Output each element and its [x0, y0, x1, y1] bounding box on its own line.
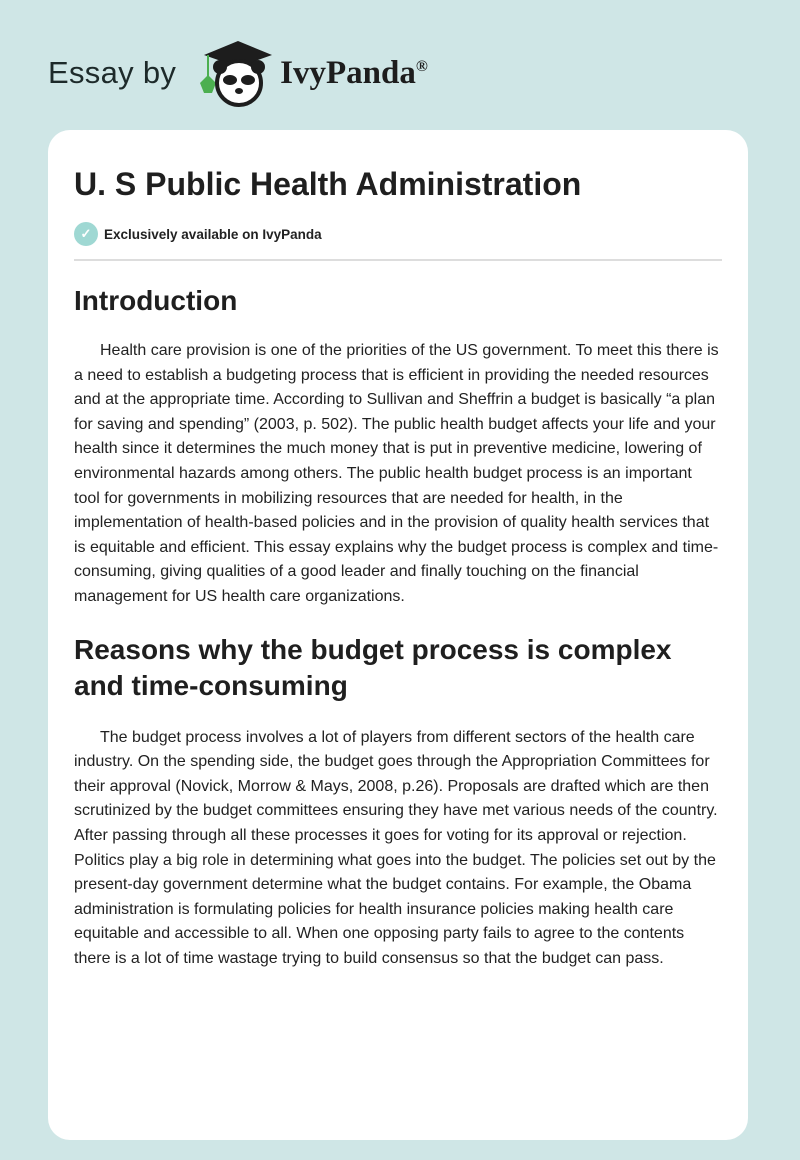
- badge-label: Exclusively available on IvyPanda: [104, 226, 322, 242]
- section-paragraph: The budget process involves a lot of pla…: [74, 728, 718, 967]
- essay-by-label: Essay by: [48, 55, 177, 90]
- page-title: U. S Public Health Administration: [74, 166, 582, 202]
- check-circle-icon: ✓: [74, 222, 98, 246]
- exclusive-badge: ✓ Exclusively available on IvyPanda: [74, 222, 722, 246]
- divider: [74, 259, 722, 261]
- section-paragraph: Health care provision is one of the prio…: [74, 342, 719, 605]
- ivypanda-logo[interactable]: IvyPanda®: [194, 37, 428, 109]
- section-heading: Introduction: [74, 285, 238, 316]
- panda-graduate-icon: [200, 41, 273, 107]
- brand-name: IvyPanda®: [280, 54, 428, 91]
- section-heading: Reasons why the budget process is comple…: [74, 633, 672, 701]
- essay-card: U. S Public Health Administration ✓ Excl…: [48, 130, 748, 1140]
- site-header: Essay by IvyPanda®: [48, 38, 428, 108]
